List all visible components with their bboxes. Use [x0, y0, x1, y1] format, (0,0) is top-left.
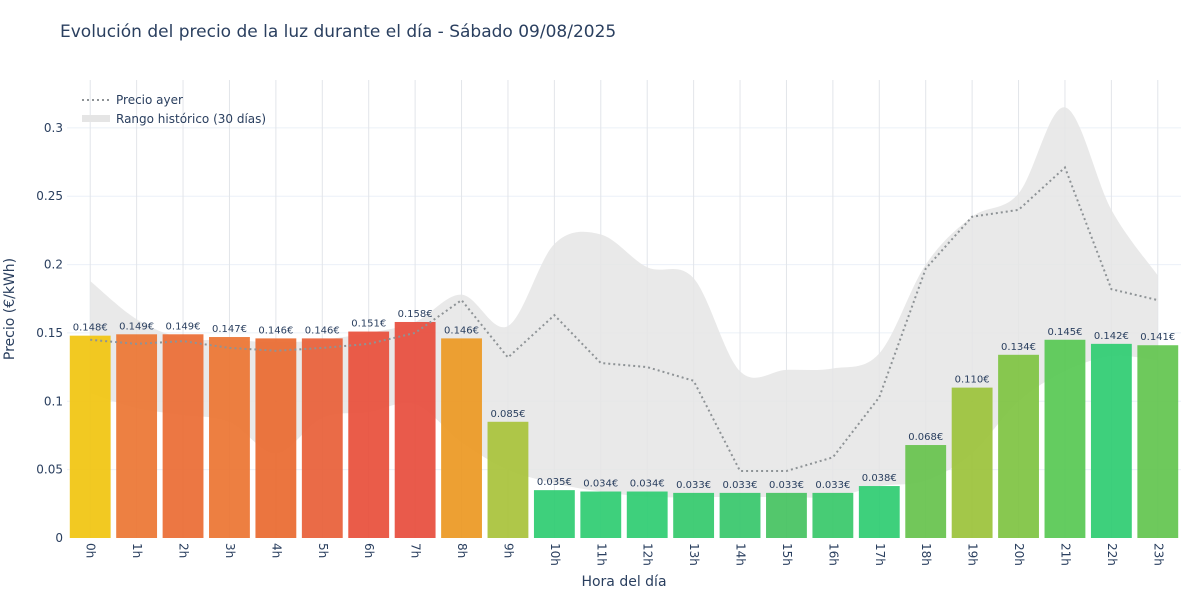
bar-23h — [1137, 345, 1179, 538]
bar-3h — [209, 337, 250, 538]
y-tick-label: 0.3 — [44, 121, 63, 135]
yesterday-line-layer — [90, 165, 1159, 473]
data-label: 0.038€ — [862, 473, 897, 484]
y-axis-title: Precio (€/kWh) — [2, 258, 18, 360]
x-tick-label: 13h — [687, 543, 701, 566]
data-label: 0.033€ — [815, 480, 850, 491]
x-tick-label: 3h — [223, 543, 237, 558]
x-tick-label: 17h — [873, 543, 887, 566]
bar-7h — [394, 321, 436, 538]
bar-1h — [116, 334, 158, 538]
y-tick-label: 0.1 — [44, 394, 63, 408]
bar-8h — [441, 338, 482, 538]
data-label: 0.148€ — [73, 323, 108, 334]
chart-title: Evolución del precio de la luz durante e… — [60, 22, 617, 42]
y-tick-label: 0.25 — [36, 189, 63, 203]
x-tick-label: 10h — [548, 543, 562, 566]
bar-17h — [858, 486, 900, 538]
data-label: 0.033€ — [723, 480, 758, 491]
x-tick-label: 11h — [594, 543, 608, 566]
bar-10h — [533, 490, 575, 538]
data-label: 0.034€ — [630, 479, 665, 490]
x-tick-label: 16h — [826, 543, 840, 566]
data-label: 0.146€ — [305, 325, 340, 336]
x-tick-label: 6h — [362, 543, 376, 558]
data-label: 0.149€ — [119, 321, 154, 332]
data-label: 0.142€ — [1094, 331, 1129, 342]
bar-4h — [255, 338, 297, 538]
x-tick-label: 5h — [316, 543, 330, 558]
data-label: 0.068€ — [908, 432, 943, 443]
bar-0h — [69, 335, 111, 538]
bar-12h — [626, 491, 668, 538]
x-tick-label: 21h — [1058, 543, 1072, 566]
y-tick-label: 0.15 — [36, 326, 63, 340]
x-tick-label: 0h — [84, 543, 98, 558]
data-label: 0.141€ — [1140, 332, 1175, 343]
bar-layer — [69, 321, 1179, 538]
data-label: 0.146€ — [444, 325, 479, 336]
bar-22h — [1090, 343, 1132, 538]
x-tick-label: 1h — [130, 543, 144, 558]
x-tick-label: 7h — [409, 543, 423, 558]
data-label: 0.033€ — [769, 480, 804, 491]
bar-18h — [905, 445, 947, 538]
bar-16h — [812, 492, 854, 538]
bar-20h — [998, 354, 1039, 538]
legend-label-yesterday: Precio ayer — [116, 93, 183, 107]
bar-15h — [766, 492, 807, 538]
bar-13h — [673, 492, 715, 538]
x-axis-title: Hora del día — [581, 574, 666, 590]
legend-label-range: Rango histórico (30 días) — [116, 112, 266, 126]
bar-21h — [1044, 339, 1086, 538]
axis-layer: 0 0.05 0.1 0.15 0.2 0.25 0.3 0h 1h 2h 3h 4h 5h 6h 7h 8h… — [2, 121, 1165, 590]
x-tick-label: 18h — [919, 543, 933, 566]
data-label: 0.035€ — [537, 477, 572, 488]
legend: Precio ayer Rango histórico (30 días) — [82, 93, 266, 126]
y-tick-label: 0 — [55, 531, 63, 545]
data-label: 0.145€ — [1047, 327, 1082, 338]
historic-range-band — [90, 107, 1158, 498]
data-label: 0.146€ — [258, 325, 293, 336]
data-label: 0.151€ — [351, 319, 386, 330]
data-label: 0.147€ — [212, 324, 247, 335]
x-tick-label: 12h — [641, 543, 655, 566]
data-label: 0.034€ — [583, 479, 618, 490]
x-tick-label: 23h — [1151, 543, 1165, 566]
bar-14h — [719, 492, 761, 538]
bar-11h — [580, 491, 622, 538]
data-label: 0.085€ — [490, 409, 525, 420]
y-tick-label: 0.05 — [36, 463, 63, 477]
historic-range-layer — [90, 107, 1158, 498]
x-tick-label: 22h — [1105, 543, 1119, 566]
x-tick-label: 8h — [455, 543, 469, 558]
legend-range-swatch — [82, 115, 110, 122]
data-label: 0.134€ — [1001, 342, 1036, 353]
x-tick-label: 9h — [501, 543, 515, 558]
data-label: 0.158€ — [398, 309, 433, 320]
data-label-layer: 0.148€ 0.149€ 0.149€ 0.147€ 0.146€ 0.146€ 0.15… — [73, 309, 1176, 491]
data-label: 0.110€ — [955, 375, 990, 386]
x-tick-label: 2h — [177, 543, 191, 558]
bar-19h — [951, 387, 993, 538]
x-tick-label: 14h — [734, 543, 748, 566]
data-label: 0.149€ — [166, 321, 201, 332]
x-tick-label: 20h — [1012, 543, 1026, 566]
bar-9h — [487, 421, 529, 538]
x-tick-label: 19h — [966, 543, 980, 566]
bar-6h — [348, 331, 390, 538]
x-tick-label: 15h — [780, 543, 794, 566]
bar-2h — [162, 334, 204, 538]
data-label: 0.033€ — [676, 480, 711, 491]
y-tick-label: 0.2 — [44, 258, 63, 272]
bar-5h — [301, 338, 343, 538]
yesterday-price-line — [90, 165, 1159, 473]
x-tick-label: 4h — [269, 543, 283, 558]
